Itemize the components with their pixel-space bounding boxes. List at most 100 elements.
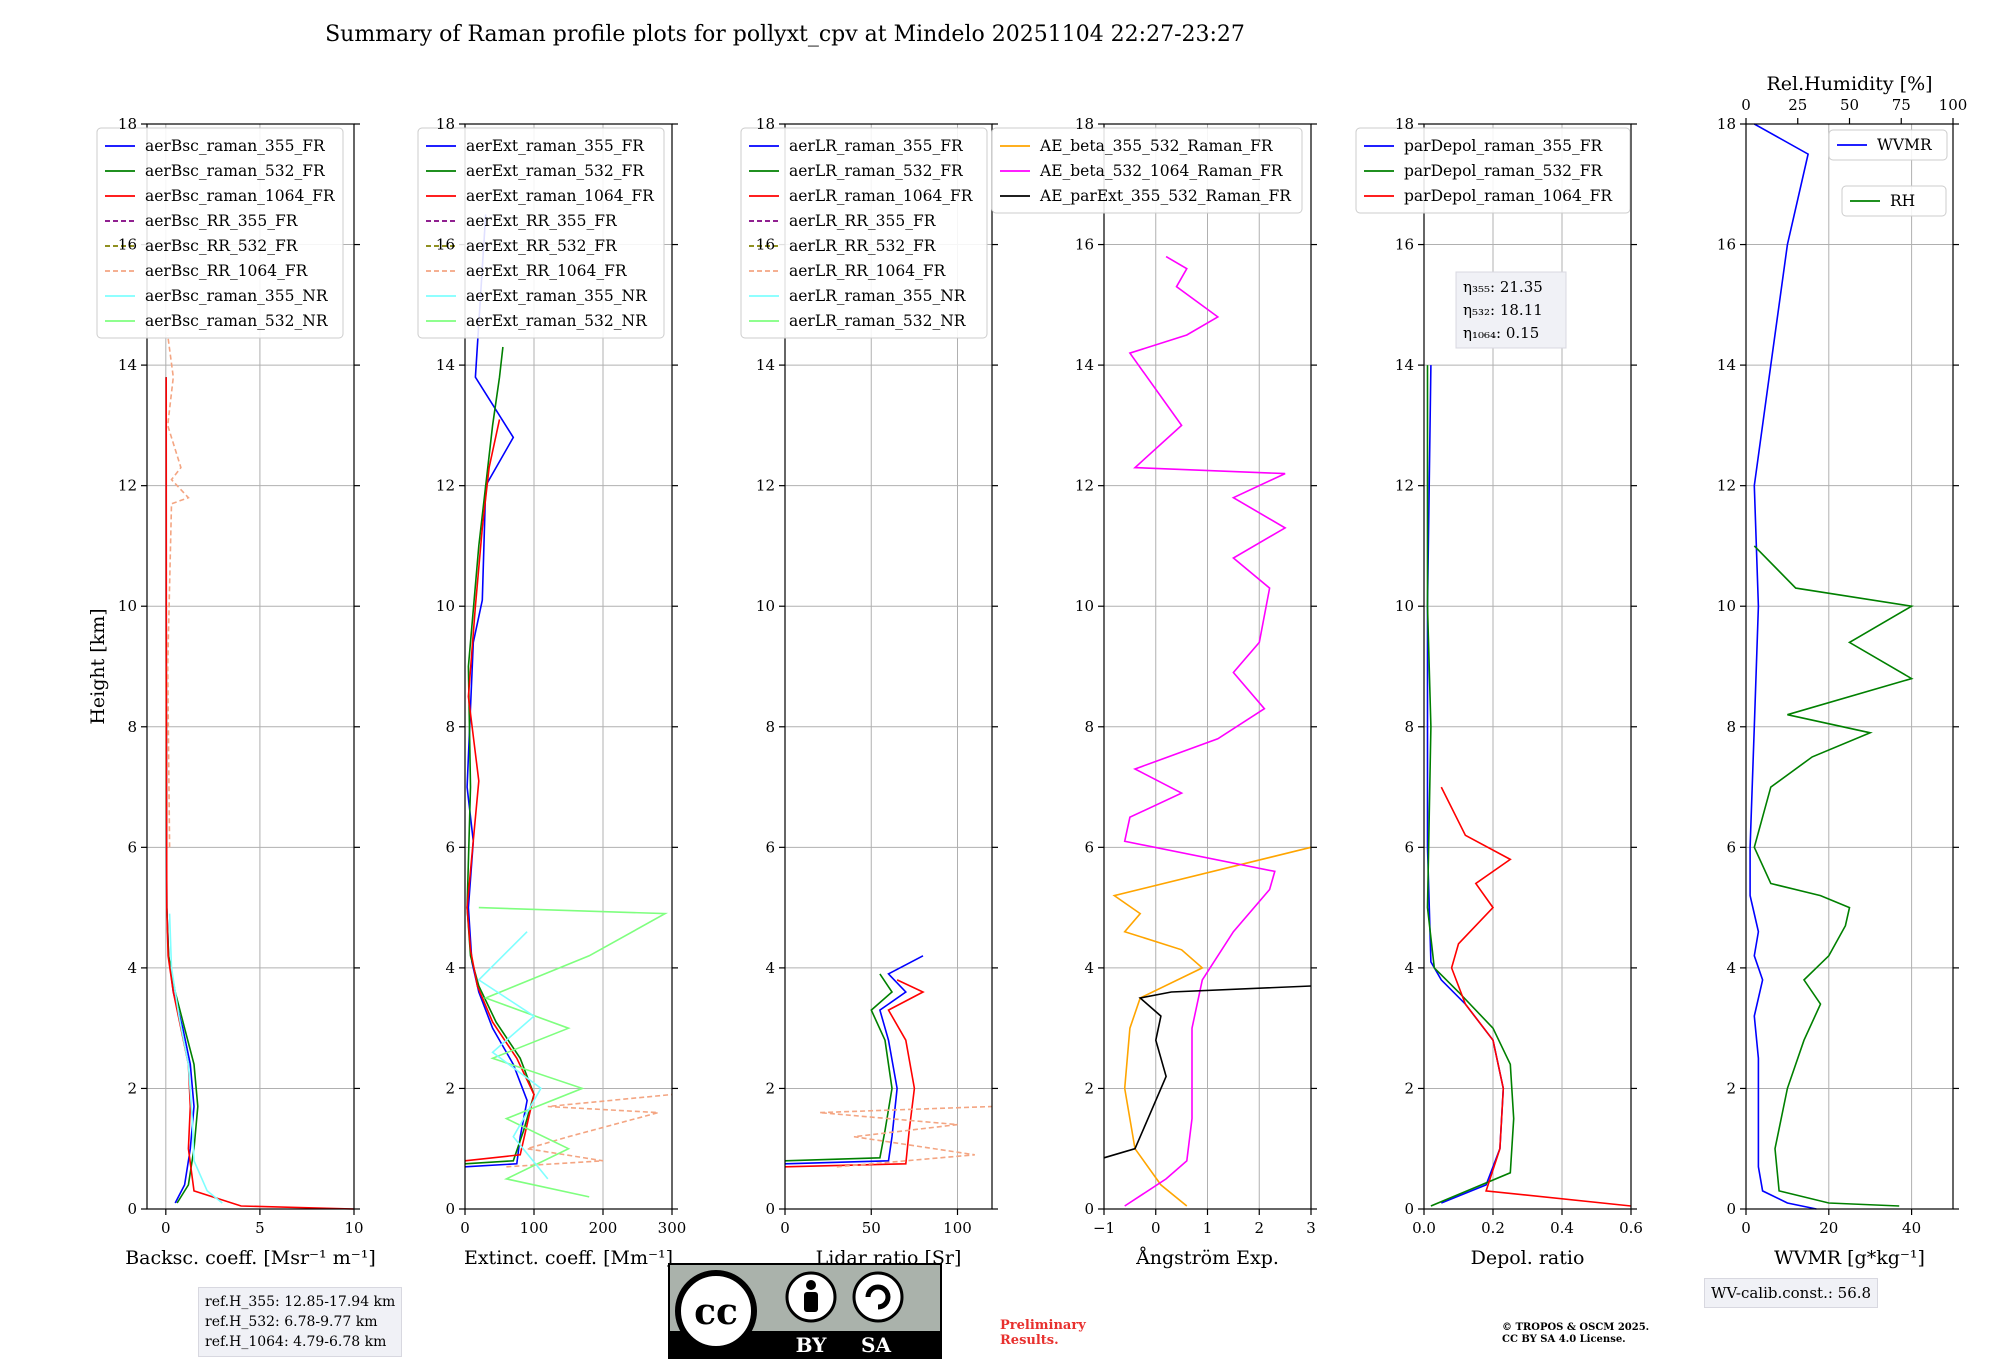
y-tick-label: 2 [765,1079,775,1097]
legend-box [1828,129,1948,161]
legend-label: aerLR_raman_355_NR [789,287,967,305]
legend-box [417,127,665,339]
series-parDepol_raman_532_FR [1426,365,1515,1207]
ref-heights-box: ref.H_355: 12.85-17.94 km ref.H_532: 6.7… [198,1287,403,1357]
cc-logo-icon [675,1270,757,1352]
y-tick-label: 8 [127,718,137,736]
legend-label: aerExt_raman_355_FR [466,137,645,155]
y-tick-label: 12 [1395,477,1414,495]
series-AE_parExt_355_532_Raman_FR [1103,985,1312,1159]
y-tick-label: 0 [445,1200,455,1218]
y-tick-label: 8 [445,718,455,736]
legend-label: parDepol_raman_1064_FR [1404,187,1613,205]
axes-frame [146,123,355,1210]
legend-label: RH [1890,192,1915,210]
x-tick-label: 10 [344,1219,363,1237]
y-tick-label: 18 [1075,115,1094,133]
axes-frame [784,123,993,1210]
x-axis-label: Ångström Exp. [1135,1247,1279,1269]
y-tick-label: 10 [1717,597,1736,615]
x-tick-label: 0 [780,1219,790,1237]
legend-label: aerExt_raman_532_FR [466,162,645,180]
x-axis-label: WVMR [g*kg⁻¹] [1774,1247,1925,1269]
axes-frame [464,123,673,1210]
legend-label: aerExt_RR_1064_FR [466,262,628,280]
x-tick-label: 20 [1819,1219,1838,1237]
legend-label: aerLR_raman_532_NR [789,312,967,330]
legend-label: aerBsc_raman_1064_FR [145,187,336,205]
y-axis-label: Height [km] [87,608,109,724]
y-tick-label: 0 [1404,1200,1414,1218]
y-tick-label: 16 [1395,236,1414,254]
series-aerExt_raman_1064_FR [464,419,535,1162]
x-tick-label: 50 [862,1219,881,1237]
y-tick-label: 8 [1726,718,1736,736]
x-tick-label: −1 [1093,1219,1115,1237]
legend-box [96,127,344,339]
y-tick-label: 2 [445,1079,455,1097]
y-tick-label: 16 [436,236,455,254]
x-tick-label: 0 [161,1219,171,1237]
x-tick-label: 40 [1902,1219,1921,1237]
cc-license-badge: cc BY SA [668,1263,942,1359]
legend-label: parDepol_raman_355_FR [1404,137,1604,155]
y-tick-label: 0 [1084,1200,1094,1218]
legend-label: aerLR_RR_355_FR [789,212,937,230]
y-tick-label: 12 [1075,477,1094,495]
series-aerLR_raman_355_FR [784,955,924,1165]
legend-label: aerBsc_RR_1064_FR [145,262,309,280]
y-tick-label: 2 [1084,1079,1094,1097]
series-aerBsc_raman_532_FR [165,377,199,1204]
y-tick-label: 4 [127,959,137,977]
x-tick-label: 0.6 [1619,1219,1643,1237]
preliminary-line1: Preliminary [1000,1318,1086,1333]
legend-label: aerExt_raman_1064_FR [466,187,655,205]
y-tick-label: 12 [756,477,775,495]
y-tick-label: 6 [1084,838,1094,856]
series-aerExt_raman_355_NR [477,931,549,1180]
eta-box [1455,271,1567,349]
series-aerBsc_RR_1064_FR [166,334,190,848]
series-aerExt_raman_355_FR [464,214,528,1168]
series-aerLR_raman_532_FR [784,973,894,1162]
legend-box [1841,185,1947,217]
legend-label: aerBsc_RR_355_FR [145,212,299,230]
y-tick-label: 4 [1084,959,1094,977]
y-tick-label: 0 [1726,1200,1736,1218]
y-tick-label: 14 [1395,356,1414,374]
x-tick-label: 0.2 [1481,1219,1505,1237]
y-tick-label: 16 [1717,236,1736,254]
legend-box [740,127,988,339]
legend-label: AE_beta_355_532_Raman_FR [1039,137,1274,155]
badge-by-text: BY [796,1333,828,1357]
y-tick-label: 14 [1717,356,1736,374]
attribution-head [806,1280,816,1290]
cc-logo-text: cc [694,1291,738,1333]
y-tick-label: 4 [445,959,455,977]
legend-label: AE_beta_532_1064_Raman_FR [1039,162,1284,180]
x2-tick-label: 75 [1892,96,1911,114]
x-tick-label: 300 [658,1219,687,1237]
legend-label: aerBsc_raman_355_NR [145,287,329,305]
x-axis-label: Extinct. coeff. [Mm⁻¹] [464,1247,673,1269]
y-tick-label: 12 [118,477,137,495]
y-tick-label: 0 [765,1200,775,1218]
series-RH [1753,545,1914,1207]
ref-height-355: ref.H_355: 12.85-17.94 km [205,1294,396,1310]
y-tick-label: 14 [1075,356,1094,374]
legend-label: aerExt_raman_355_NR [466,287,648,305]
y-tick-label: 2 [1726,1079,1736,1097]
share-alike-arrow [865,1284,891,1310]
copyright-note: © TROPOS & OSCM 2025. CC BY SA 4.0 Licen… [1502,1322,1649,1346]
y-tick-label: 8 [1084,718,1094,736]
y-tick-label: 2 [127,1079,137,1097]
x-tick-label: 200 [589,1219,618,1237]
share-alike-icon [852,1271,904,1323]
y-tick-label: 16 [118,236,137,254]
y-tick-label: 10 [1075,597,1094,615]
legend-label: aerLR_raman_1064_FR [789,187,974,205]
copyright-line2: CC BY SA 4.0 License. [1502,1334,1626,1345]
x-tick-label: 1 [1203,1219,1213,1237]
